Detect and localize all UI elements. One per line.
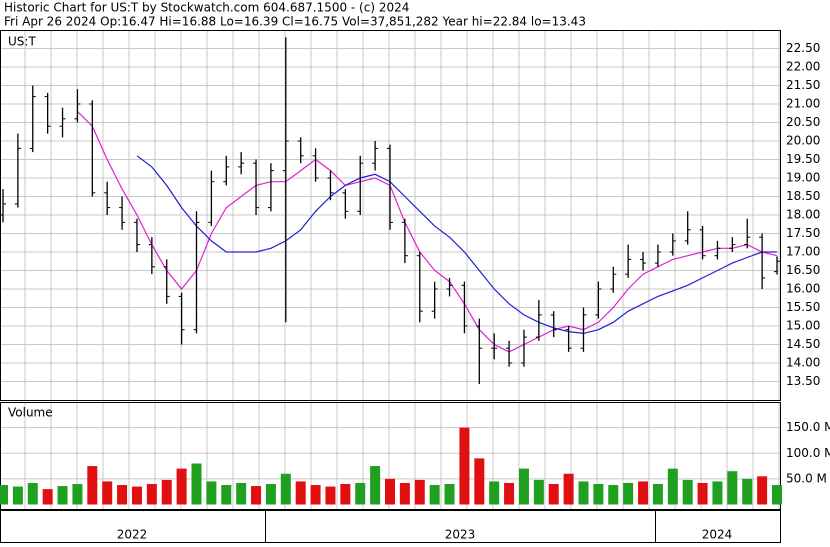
volume-bar [57, 486, 68, 505]
volume-bar [236, 482, 247, 505]
volume-bar [459, 427, 470, 505]
volume-bar [742, 478, 753, 505]
chart-subtitle: Fri Apr 26 2024 Op:16.47 Hi=16.88 Lo=16.… [4, 15, 586, 29]
moving-average [136, 155, 777, 335]
volume-bar [12, 486, 23, 505]
volume-bar [727, 471, 738, 505]
y-tick-label: 16.50 [786, 263, 820, 277]
volume-bar [161, 479, 172, 505]
volume-bar [444, 484, 455, 505]
volume-bar [146, 484, 157, 505]
y-tick-label: 18.50 [786, 189, 820, 203]
y-tick-label: 15.50 [786, 300, 820, 314]
volume-bar [0, 485, 8, 505]
volume-bar [42, 489, 53, 505]
volume-bar [667, 468, 678, 505]
volume-bar [102, 481, 113, 505]
volume-bar [131, 486, 142, 505]
volume-bar [697, 482, 708, 505]
volume-bar [265, 484, 276, 505]
volume-bar [385, 478, 395, 505]
y-tick-label: 14.50 [786, 337, 820, 351]
volume-bar [340, 484, 351, 505]
volume-bar [280, 473, 291, 505]
volume-bar [355, 482, 366, 505]
y-tick-label: 18.00 [786, 208, 820, 222]
y-tick-label: 20.00 [786, 134, 820, 148]
y-tick-label: 22.50 [786, 41, 820, 55]
volume-bar [206, 481, 217, 505]
x-tick-label: 2023 [445, 528, 476, 542]
x-tick-label: 2024 [702, 528, 733, 542]
volume-bar [578, 481, 589, 505]
volume-bar [191, 463, 202, 505]
y-tick-label: 22.00 [786, 60, 820, 74]
volume-bar [652, 484, 663, 505]
volume-label: Volume [8, 406, 53, 420]
y-tick-label: 13.50 [786, 374, 820, 388]
volume-bar [712, 481, 723, 505]
volume-bar [548, 484, 559, 505]
moving-average [76, 110, 778, 353]
y-tick-label: 15.00 [786, 319, 820, 333]
x-tick-label: 2022 [117, 528, 148, 542]
volume-bar [117, 485, 128, 505]
grid [0, 30, 780, 510]
volume-bar [533, 479, 544, 505]
volume-bar [504, 482, 515, 505]
volume-bar [87, 466, 98, 505]
volume-bar [370, 466, 381, 505]
volume-bar [563, 473, 574, 505]
volume-bar [72, 484, 83, 505]
y-tick-label: 21.50 [786, 78, 820, 92]
volume-bar [474, 458, 485, 505]
y-tick-label: 14.00 [786, 356, 820, 370]
volume-bar [772, 485, 782, 505]
volume-bar [518, 468, 529, 505]
volume-bar [221, 485, 232, 505]
volume-bar [623, 482, 634, 505]
y-tick-label: 17.50 [786, 226, 820, 240]
volume-bar [429, 485, 440, 505]
volume-bar [593, 484, 604, 505]
volume-tick-label: 50.0 M [786, 471, 827, 485]
volume-bar [489, 481, 500, 505]
y-tick-label: 19.00 [786, 171, 820, 185]
y-tick-label: 17.00 [786, 245, 820, 259]
volume-bar [310, 485, 321, 505]
volume-bar [251, 486, 262, 505]
volume-bar [638, 481, 649, 505]
volume-bar [176, 468, 187, 505]
chart-title: Historic Chart for US:T by Stockwatch.co… [4, 1, 409, 15]
volume-bar [27, 482, 38, 505]
y-tick-label: 16.00 [786, 282, 820, 296]
volume-frame [0, 402, 781, 510]
volume-bar [295, 481, 306, 505]
y-tick-label: 19.50 [786, 152, 820, 166]
symbol-label: US:T [8, 35, 36, 49]
volume-bar [682, 479, 693, 505]
volume-tick-label: 150.0 M [786, 420, 830, 434]
volume-bar [414, 479, 425, 505]
y-tick-label: 21.00 [786, 97, 820, 111]
y-tick-label: 20.50 [786, 115, 820, 129]
volume-bar [608, 485, 619, 505]
volume-bar [325, 486, 336, 505]
volume-tick-label: 100.0 M [786, 446, 830, 460]
volume-bar [399, 482, 410, 505]
volume-bar [757, 476, 768, 505]
